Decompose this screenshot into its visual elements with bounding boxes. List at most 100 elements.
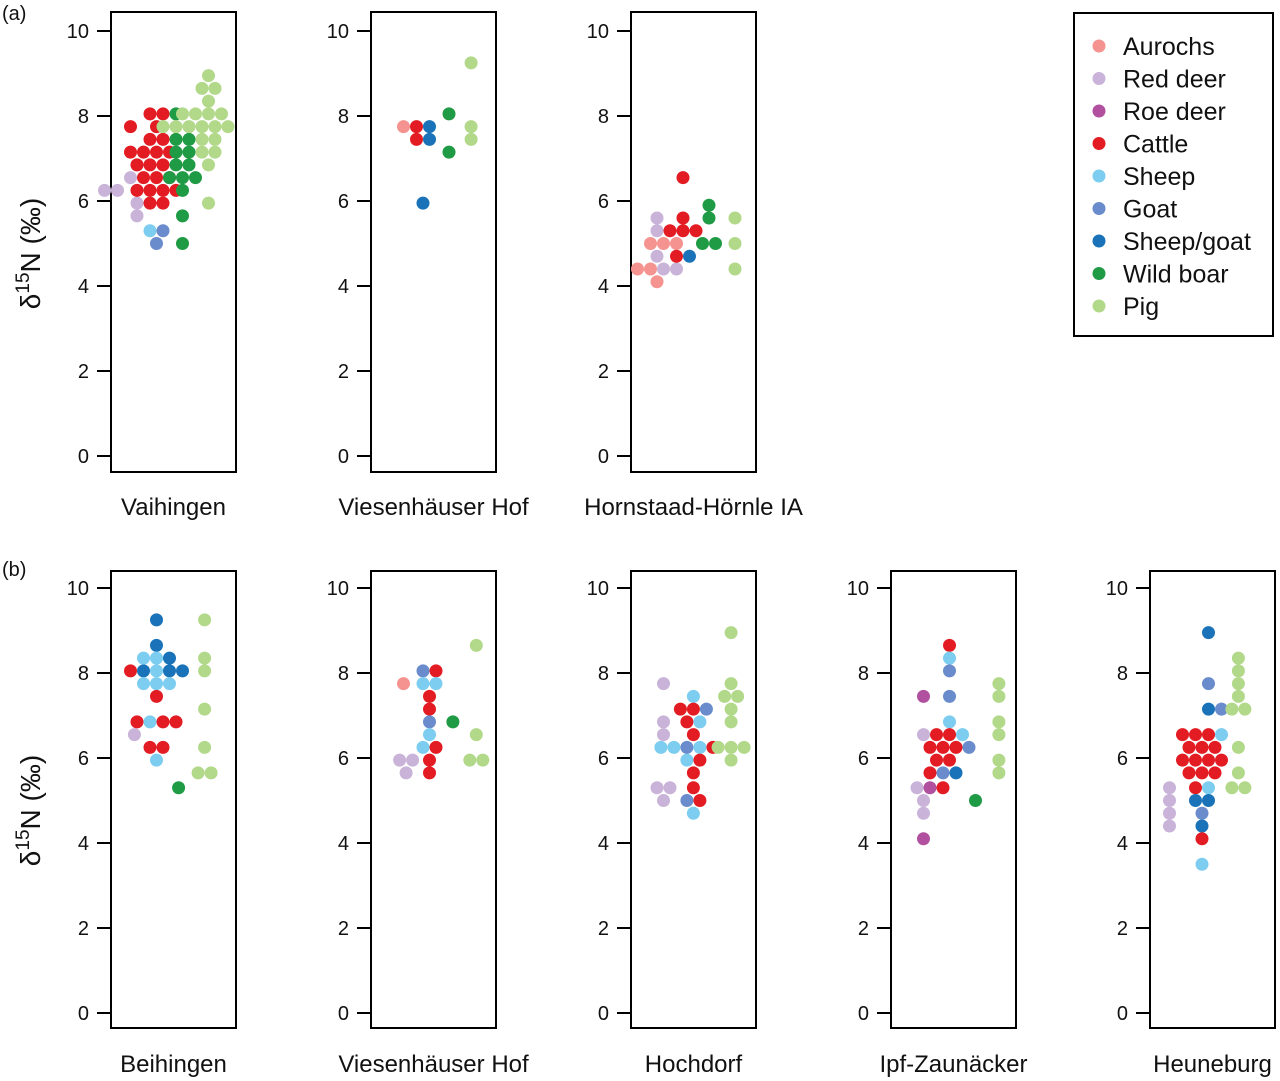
point-red-deer <box>111 183 124 197</box>
point-wild-boar <box>169 145 183 159</box>
point-cattle <box>1182 740 1196 754</box>
point-sheep <box>943 715 956 729</box>
point-wild-boar <box>182 132 196 146</box>
point-red-deer <box>670 262 683 276</box>
point-pig <box>202 158 215 172</box>
point-sheep-goat <box>1202 626 1215 640</box>
point-pig <box>176 107 189 121</box>
site-label: Viesenhäuser Hof <box>338 494 529 521</box>
point-cattle <box>429 740 443 754</box>
y-tick-label: 10 <box>587 578 609 600</box>
point-aurochs <box>397 677 410 691</box>
point-pig <box>204 766 218 780</box>
point-wild-boar <box>163 171 176 185</box>
point-goat <box>423 715 436 729</box>
point-pig <box>992 766 1006 780</box>
y-tick-label: 10 <box>67 578 89 600</box>
y-tick-label: 4 <box>338 833 349 855</box>
point-pig <box>464 132 478 146</box>
point-cattle <box>156 158 170 172</box>
point-red-deer <box>1163 794 1176 807</box>
point-wild-boar <box>446 715 460 729</box>
point-red-deer <box>399 766 413 780</box>
site-label: Beihingen <box>120 1051 227 1078</box>
point-red-deer <box>130 196 144 210</box>
point-sheep <box>667 740 681 754</box>
point-sheep-goat <box>423 120 436 134</box>
point-cattle <box>130 158 144 172</box>
point-cattle <box>673 702 687 716</box>
point-pig <box>169 120 183 134</box>
point-cattle <box>693 794 707 807</box>
point-sheep <box>137 651 150 665</box>
point-cattle <box>423 766 436 780</box>
point-cattle <box>156 740 170 754</box>
point-cattle <box>949 740 963 754</box>
point-cattle <box>1195 832 1209 846</box>
point-cattle <box>150 145 163 159</box>
point-cattle <box>143 740 157 754</box>
point-red-deer <box>657 794 670 807</box>
point-sheep <box>1215 728 1228 742</box>
point-wild-boar <box>709 237 722 250</box>
y-tick-label: 2 <box>1117 918 1128 940</box>
point-sheep-goat <box>163 664 176 678</box>
point-pig <box>202 196 215 210</box>
point-aurochs <box>644 262 657 276</box>
point-pig <box>1231 677 1245 691</box>
point-pig <box>728 211 742 225</box>
point-cattle <box>923 766 937 780</box>
y-tick-label: 4 <box>858 833 869 855</box>
y-tick-label: 4 <box>1117 833 1128 855</box>
point-cattle <box>1195 766 1209 780</box>
point-cattle <box>1202 728 1215 742</box>
point-pig <box>728 237 742 250</box>
panel-label: (b) <box>2 559 26 581</box>
y-axis-title: δ15N (‰) <box>13 755 46 866</box>
site-label: Hornstaad-Hörnle IA <box>584 494 803 521</box>
point-goat <box>1202 677 1215 691</box>
y-tick-label: 2 <box>598 361 609 383</box>
y-tick-label: 0 <box>598 1003 609 1025</box>
y-tick-label: 6 <box>338 191 349 213</box>
y-tick-label: 6 <box>338 748 349 770</box>
point-cattle <box>686 702 700 716</box>
point-goat <box>943 664 956 678</box>
point-goat <box>699 702 713 716</box>
point-wild-boar <box>182 158 196 172</box>
point-goat <box>962 740 976 754</box>
y-tick-label: 6 <box>858 748 869 770</box>
point-pig <box>724 702 738 716</box>
point-cattle <box>130 715 144 729</box>
point-wild-boar <box>169 132 183 146</box>
y-axis-title: δ15N (‰) <box>13 198 46 309</box>
y-tick-label: 6 <box>598 748 609 770</box>
legend-label: Pig <box>1123 293 1159 321</box>
y-tick-label: 8 <box>338 663 349 685</box>
y-tick-label: 0 <box>78 446 89 468</box>
point-sheep <box>429 677 443 691</box>
point-pig <box>992 753 1006 767</box>
point-goat <box>150 237 163 250</box>
point-cattle <box>676 171 690 185</box>
point-goat <box>943 689 956 703</box>
point-cattle <box>686 766 700 780</box>
point-sheep-goat <box>137 664 150 678</box>
point-pig <box>992 689 1006 703</box>
point-pig <box>202 94 215 108</box>
point-pig <box>731 689 745 703</box>
point-sheep-goat <box>1202 794 1215 807</box>
legend-swatch <box>1092 72 1106 85</box>
point-red-deer <box>657 715 670 729</box>
point-pig <box>992 715 1006 729</box>
y-tick-label: 10 <box>327 578 349 600</box>
site-label: Ipf-Zaunäcker <box>879 1051 1027 1078</box>
panel-vaihingen: 0 2 4 6 8 10 Vaihingen <box>67 11 237 521</box>
y-tick-label: 6 <box>78 748 89 770</box>
point-pig <box>724 626 738 640</box>
legend-swatch <box>1092 169 1106 183</box>
point-cattle <box>680 715 694 729</box>
point-sheep <box>150 753 163 767</box>
point-cattle <box>124 145 137 159</box>
panel-frame <box>890 570 1017 1029</box>
